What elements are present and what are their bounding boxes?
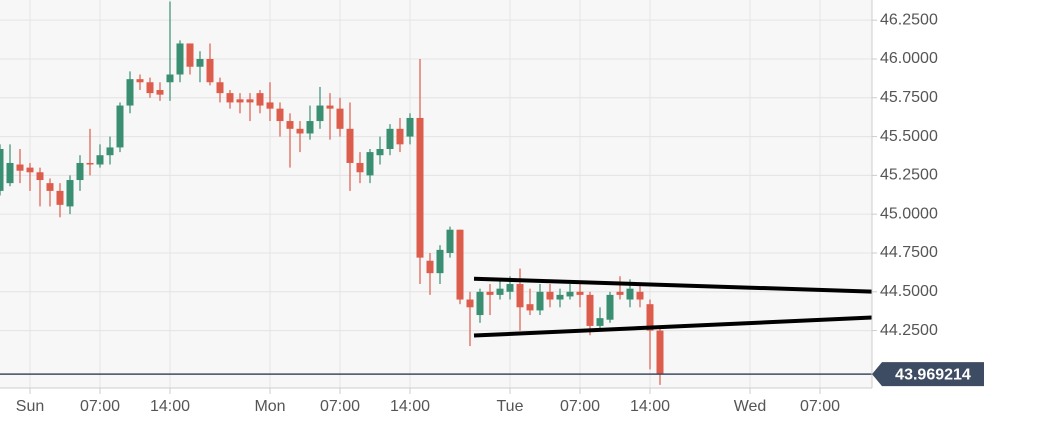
y-tick-label: 45.0000: [880, 205, 938, 222]
candle-body: [0, 148, 4, 191]
x-tick-label: 14:00: [150, 398, 190, 415]
candle-body: [46, 183, 54, 191]
candle-body: [146, 82, 154, 94]
plot-area: [0, 0, 872, 388]
candle-body: [96, 155, 104, 165]
candle-body: [636, 291, 644, 300]
candle-body: [506, 284, 514, 292]
y-tick-label: 46.0000: [880, 50, 938, 67]
candle-body: [286, 121, 294, 129]
y-tick-label: 44.2500: [880, 322, 938, 339]
candle-body: [246, 99, 254, 103]
candle-body: [116, 105, 124, 148]
candle-body: [326, 105, 334, 109]
x-tick-label: Wed: [734, 398, 767, 415]
candle-body: [26, 167, 34, 173]
y-tick-label: 45.5000: [880, 128, 938, 145]
candle-body: [206, 58, 214, 83]
candle-body: [566, 291, 574, 297]
trend-line: [473, 276, 873, 294]
candle-body: [426, 260, 434, 274]
y-tick-label: 46.2500: [880, 11, 938, 28]
candle-body: [366, 152, 374, 176]
candle-body: [656, 330, 664, 375]
candle-body: [16, 164, 24, 171]
candle-body: [586, 294, 594, 326]
candle-body: [466, 299, 474, 308]
candle-body: [436, 249, 444, 274]
x-tick-label: Sun: [16, 398, 44, 415]
candle-body: [476, 291, 484, 316]
x-tick-label: Tue: [497, 398, 524, 415]
candle-body: [416, 117, 424, 258]
x-tick-label: 07:00: [80, 398, 120, 415]
candle-body: [496, 288, 504, 295]
candle-body: [186, 43, 194, 67]
y-tick-label: 44.7500: [880, 244, 938, 261]
candle-body: [616, 291, 624, 295]
candle-body: [196, 58, 204, 67]
candle-body: [606, 294, 614, 320]
last-price-box: [872, 362, 984, 387]
candle-body: [526, 304, 534, 311]
candle-body: [356, 162, 364, 173]
y-tick-label: 44.5000: [880, 283, 938, 300]
last-price-label: 43.969214: [895, 366, 971, 383]
candle-body: [126, 79, 134, 106]
candle-body: [226, 93, 234, 103]
candle-body: [486, 291, 494, 295]
candle-body: [6, 162, 14, 184]
candle-body: [86, 162, 94, 165]
candle-body: [376, 148, 384, 156]
trend-line: [473, 315, 873, 338]
candle-body: [576, 291, 584, 295]
candle-body: [136, 79, 144, 83]
candle-body: [536, 291, 544, 311]
x-tick-label: 07:00: [320, 398, 360, 415]
candle-body: [316, 105, 324, 122]
candle-body: [296, 128, 304, 134]
x-tick-label: 14:00: [390, 398, 430, 415]
candle-body: [446, 229, 454, 253]
candle-body: [646, 304, 654, 331]
candle-body: [556, 294, 564, 300]
candle-body: [546, 291, 554, 300]
candle-body: [166, 74, 174, 83]
candle-body: [516, 284, 524, 308]
candle-body: [396, 128, 404, 145]
candle-body: [386, 128, 394, 149]
candle-body: [596, 318, 604, 326]
candle-body: [306, 121, 314, 134]
candle-body: [106, 147, 114, 156]
x-tick-label: 07:00: [800, 398, 840, 415]
candle-body: [76, 162, 84, 181]
candle-body: [236, 99, 244, 103]
candle-body: [266, 102, 274, 109]
candle-body: [216, 82, 224, 94]
x-tick-label: 07:00: [560, 398, 600, 415]
candle-body: [346, 128, 354, 163]
candle-body: [256, 93, 264, 106]
candle-body: [276, 108, 284, 122]
candle-body: [626, 288, 634, 300]
x-tick-label: Mon: [254, 398, 285, 415]
x-tick-label: 14:00: [630, 398, 670, 415]
candle-body: [56, 190, 64, 205]
candle-body: [336, 108, 344, 129]
y-tick-label: 45.2500: [880, 167, 938, 184]
candle-body: [406, 117, 414, 137]
candle-body: [156, 90, 164, 95]
candle-body: [456, 229, 464, 300]
candle-body: [176, 43, 184, 75]
candle-body: [66, 180, 74, 207]
candle-body: [36, 172, 44, 181]
y-tick-label: 45.7500: [880, 89, 938, 106]
